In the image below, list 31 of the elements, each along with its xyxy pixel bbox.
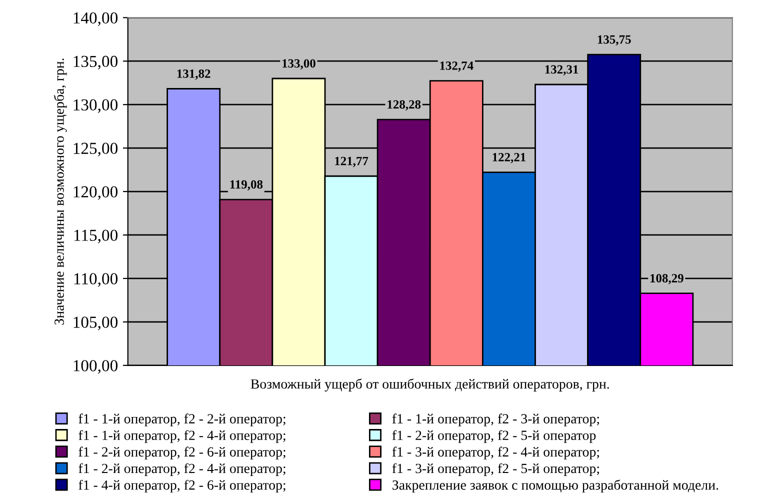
legend-label: f1 - 2-й оператор, f2 - 6-й оператор; [78,446,286,460]
y-tick-label: 120,00 [74,186,118,200]
legend-label: f1 - 4-й оператор, f2 - 6-й оператор; [78,480,286,493]
data-label: 133,00 [282,59,316,70]
legend-label: f1 - 1-й оператор, f2 - 4-й оператор; [78,430,286,443]
y-tick-label: 125,00 [74,142,118,156]
y-tick-label: 105,00 [74,316,118,330]
legend-label: f1 - 1-й оператор, f2 - 3-й оператор; [392,414,599,426]
y-tick-label: 135,00 [74,56,118,70]
data-label: 131,82 [177,69,210,80]
data-label: 135,75 [598,35,631,46]
y-tick-label: 140,00 [74,12,118,26]
data-label: 132,74 [440,61,474,72]
data-label: 121,77 [335,156,368,168]
legend-label: f1 - 2-й оператор, f2 - 5-й оператор [392,430,596,443]
legend-label: Закрепление заявок с помощью разработанной модели. [392,480,718,493]
legend-label: f1 - 3-й оператор, f2 - 4-й оператор; [392,446,599,460]
x-axis-title: Возможный ущерб от ошибочных действий операторов, грн. [250,378,609,392]
legend-label: f1 - 2-й оператор, f2 - 4-й оператор; [78,463,286,476]
data-label: 119,08 [230,180,263,190]
y-tick-label: 130,00 [74,99,118,113]
y-tick-label: 100,00 [74,360,118,374]
data-label: 132,31 [545,65,578,76]
y-tick-label: 115,00 [74,230,118,244]
legend-label: f1 - 3-й оператор, f2 - 5-й оператор; [392,463,599,476]
y-tick-label: 110,00 [74,273,118,287]
data-label: 122,21 [492,153,526,164]
data-label: 108,29 [650,274,684,284]
y-axis-title: Значение величины возможного ущерба, грн. [54,58,67,325]
legend-label: f1 - 1-й оператор, f2 - 2-й оператор; [78,414,286,426]
data-label: 128,28 [388,100,421,110]
